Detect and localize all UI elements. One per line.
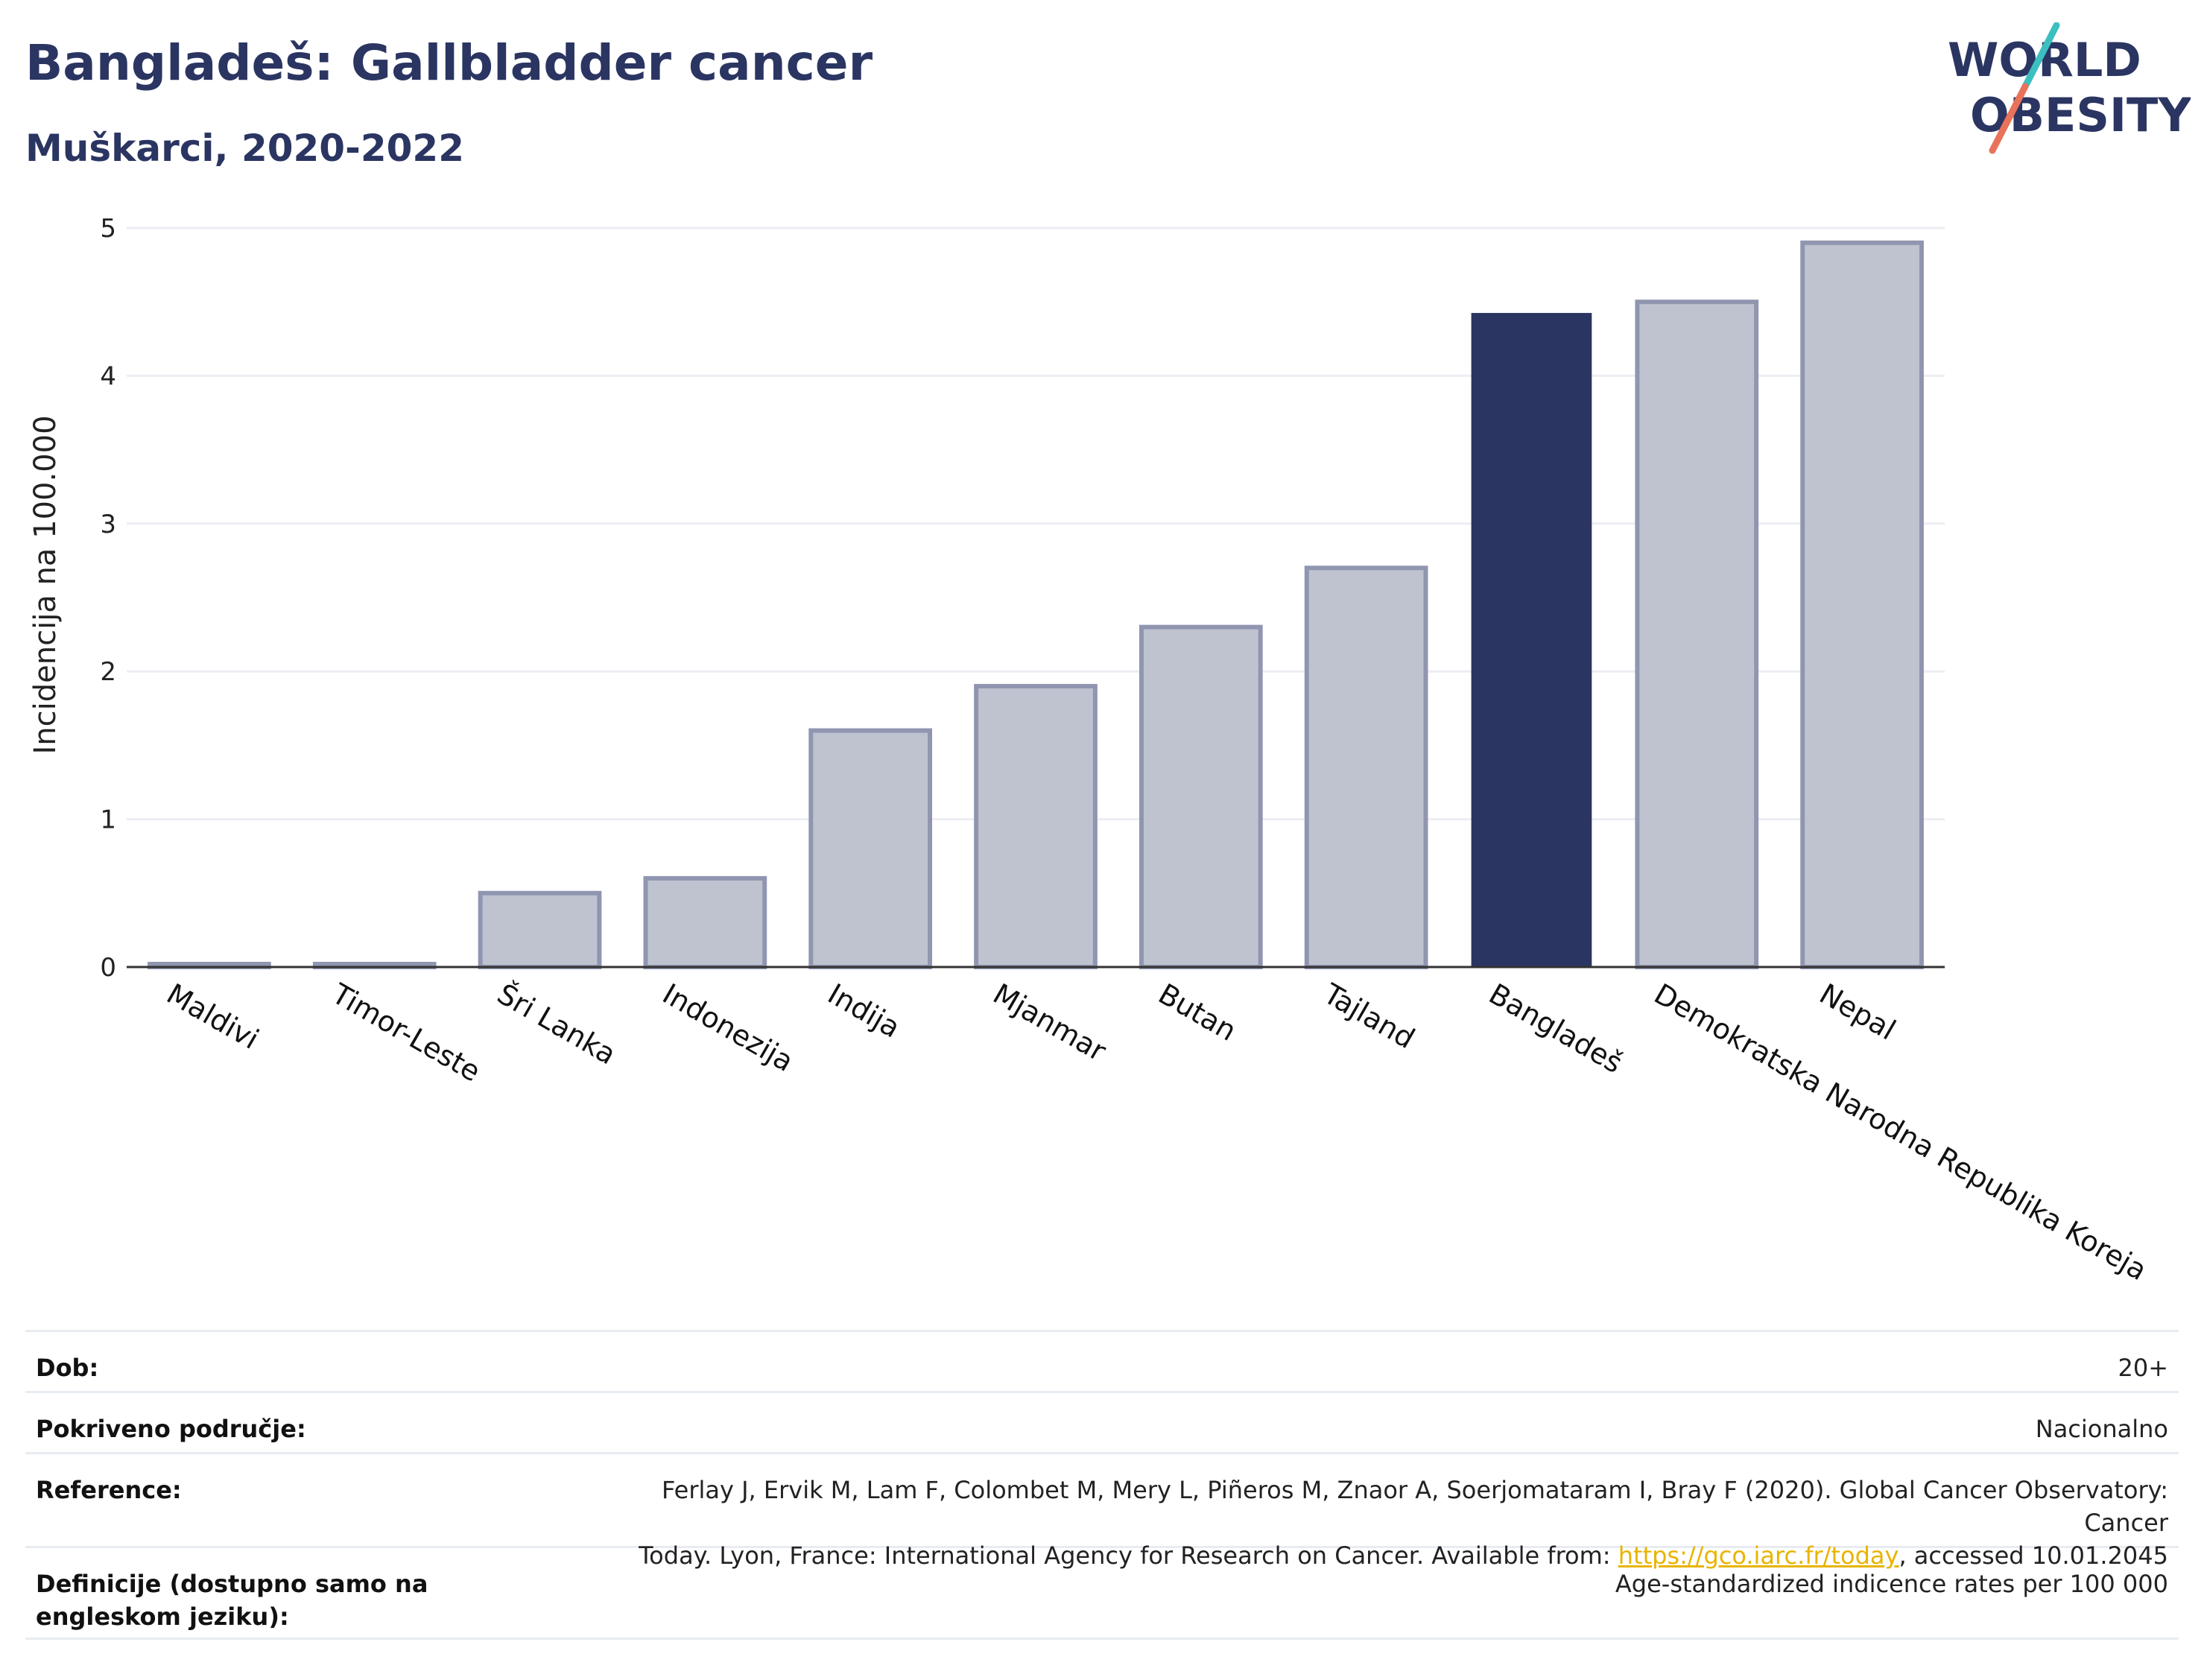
y-axis-label: Incidencija na 100.000 — [28, 415, 63, 754]
x-tick-label: Bangladeš — [1483, 977, 1628, 1080]
bar — [643, 875, 767, 969]
x-tick-label: Šri Lanka — [492, 977, 621, 1071]
bar — [1139, 624, 1263, 969]
meta-row-definitions: Definicije (dostupno samo na engleskom j… — [25, 1546, 2179, 1640]
x-tick-label: Indonezija — [657, 977, 799, 1078]
reference-link[interactable]: https://gco.iarc.fr/today — [1618, 1541, 1899, 1570]
metadata-table: Dob: 20+ Pokriveno područje: Nacionalno … — [25, 1330, 2179, 1640]
reference-line2-pre: Today. Lyon, France: International Agenc… — [639, 1541, 1618, 1570]
y-tick-label: 1 — [100, 805, 116, 835]
bar — [478, 890, 602, 970]
y-tick-label: 0 — [100, 953, 116, 983]
meta-value: Age-standardized indicence rates per 100… — [1615, 1570, 2168, 1598]
x-tick-label: Mjanmar — [988, 977, 1112, 1068]
reference-line2: Today. Lyon, France: International Agenc… — [572, 1539, 2168, 1572]
meta-row-coverage: Pokriveno područje: Nacionalno — [25, 1391, 2179, 1452]
meta-value-reference: Ferlay J, Ervik M, Lam F, Colombet M, Me… — [572, 1474, 2168, 1572]
bar-highlighted — [1471, 313, 1592, 968]
logo-slash-bottom — [1989, 83, 2029, 154]
meta-value: Nacionalno — [2035, 1415, 2168, 1443]
bar — [1800, 240, 1924, 969]
bar — [974, 684, 1098, 969]
world-obesity-logo: WORLD OBESITY — [1948, 22, 2191, 154]
reference-line1: Ferlay J, Ervik M, Lam F, Colombet M, Me… — [662, 1476, 2168, 1537]
meta-label: Dob: — [36, 1354, 99, 1382]
x-tick-label: Demokratska Narodna Republika Koreja — [1649, 977, 2153, 1287]
meta-row-age: Dob: 20+ — [25, 1330, 2179, 1391]
bars — [148, 240, 1924, 970]
x-tick-label: Tajland — [1317, 977, 1420, 1055]
x-tick-label: Nepal — [1814, 977, 1901, 1047]
bar — [808, 728, 933, 969]
meta-label: Definicije (dostupno samo na engleskom j… — [36, 1570, 428, 1631]
y-tick-label: 2 — [100, 657, 116, 687]
x-tick-label: Timor-Leste — [326, 977, 486, 1088]
logo-slash-top — [2021, 22, 2060, 90]
meta-row-reference: Reference: Ferlay J, Ervik M, Lam F, Col… — [25, 1452, 2179, 1570]
y-tick-label: 5 — [100, 214, 116, 244]
bar — [1304, 565, 1428, 969]
y-tick-label: 4 — [100, 361, 116, 391]
chart-subtitle: Muškarci, 2020-2022 — [25, 127, 465, 170]
meta-label: Pokriveno područje: — [36, 1415, 306, 1443]
meta-value: 20+ — [2118, 1354, 2168, 1382]
bar-chart: 0 1 2 3 4 5 Maldivi Timor-Leste Šri Lanka Indonez… — [28, 214, 2153, 1287]
x-tick-label: Indija — [823, 977, 906, 1045]
x-tick-label: Butan — [1153, 977, 1241, 1047]
chart-title: Bangladeš: Gallbladder cancer — [25, 34, 873, 92]
meta-label: Reference: — [36, 1476, 182, 1504]
x-tick-label: Maldivi — [161, 977, 264, 1056]
reference-line2-post: , accessed 10.01.2045 — [1899, 1541, 2168, 1570]
bar — [1635, 299, 1759, 969]
y-tick-label: 3 — [100, 510, 116, 539]
